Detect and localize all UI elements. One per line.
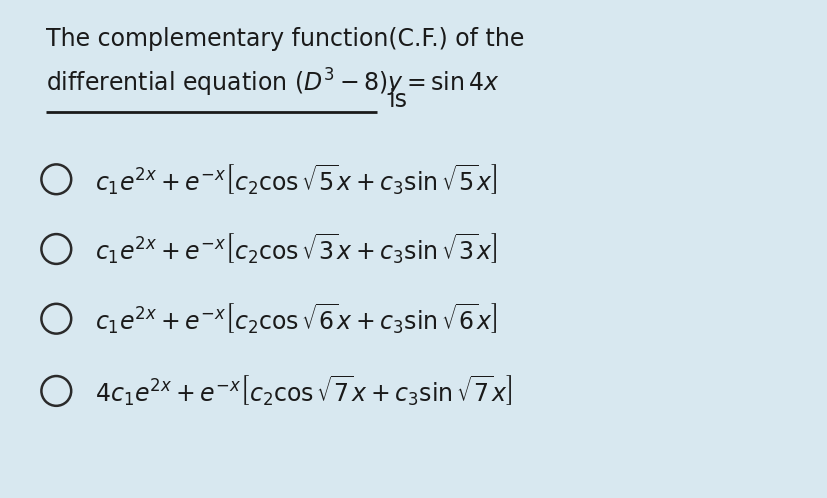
Text: The complementary function(C.F.) of the: The complementary function(C.F.) of the <box>45 27 523 51</box>
Text: $c_1e^{2x} + e^{-x}\left[c_2 \cos \sqrt{5}x + c_3 \sin \sqrt{5}x\right]$: $c_1e^{2x} + e^{-x}\left[c_2 \cos \sqrt{… <box>95 162 497 197</box>
Text: differential equation $(D^3 - 8)y = \sin 4x$: differential equation $(D^3 - 8)y = \sin… <box>45 67 499 100</box>
Text: $4c_1e^{2x} + e^{-x}\left[c_2 \cos \sqrt{7}x + c_3 \sin \sqrt{7}x\right]$: $4c_1e^{2x} + e^{-x}\left[c_2 \cos \sqrt… <box>95 374 512 408</box>
Text: $c_1e^{2x} + e^{-x}\left[c_2 \cos \sqrt{6}x + c_3 \sin \sqrt{6}x\right]$: $c_1e^{2x} + e^{-x}\left[c_2 \cos \sqrt{… <box>95 301 497 336</box>
Text: $c_1e^{2x} + e^{-x}\left[c_2 \cos \sqrt{3}x + c_3 \sin \sqrt{3}x\right]$: $c_1e^{2x} + e^{-x}\left[c_2 \cos \sqrt{… <box>95 232 497 266</box>
Text: is: is <box>389 88 408 112</box>
